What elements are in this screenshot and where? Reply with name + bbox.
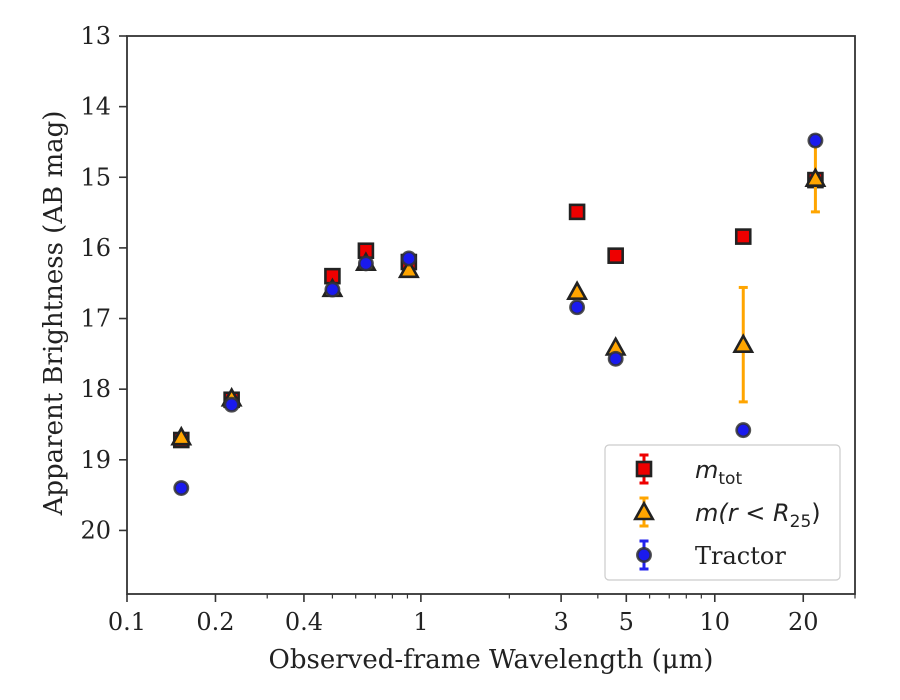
data-point (566, 280, 589, 300)
x-tick-label: 10 (700, 608, 731, 636)
y-tick-label: 17 (80, 305, 111, 333)
y-tick-label: 18 (80, 375, 111, 403)
y-tick-label: 19 (80, 446, 111, 474)
data-point (734, 228, 752, 245)
series-2 (173, 132, 824, 497)
x-tick-label: 0.1 (108, 608, 146, 636)
x-axis-label: Observed-frame Wavelength (μm) (269, 645, 714, 675)
data-point (568, 203, 586, 221)
series-1 (170, 143, 827, 446)
data-point (735, 422, 752, 439)
data-point (732, 333, 755, 353)
legend-item: mtot (635, 453, 742, 489)
x-tick-label: 0.2 (196, 608, 234, 636)
legend-item: Tractor (636, 539, 786, 571)
legend: mtot m(r < R25) Tractor (604, 444, 841, 581)
y-tick-label: 13 (80, 22, 111, 50)
data-point (324, 281, 341, 298)
data-point (223, 396, 240, 413)
plot-frame (126, 35, 856, 595)
x-tick-label: 5 (619, 608, 634, 636)
data-point (804, 167, 827, 187)
data-point (173, 480, 190, 497)
y-tick-label: 16 (80, 234, 111, 262)
data-point (607, 247, 624, 264)
data-point (400, 250, 417, 267)
data-point (569, 299, 586, 316)
y-tick-label: 14 (80, 93, 111, 121)
data-marks (170, 132, 827, 497)
legend-label: m(r < R25) (695, 499, 821, 532)
x-tick-label: 1 (413, 608, 428, 636)
data-point (807, 132, 824, 149)
legend-item: m(r < R25) (633, 496, 821, 532)
legend-label: mtot (695, 456, 742, 489)
x-tick-label: 20 (788, 608, 819, 636)
data-point (607, 350, 624, 367)
data-point (357, 255, 374, 272)
y-tick-label: 15 (80, 163, 111, 191)
legend-marker (633, 500, 655, 521)
x-tick-label: 3 (553, 608, 568, 636)
y-axis-label: Apparent Brightness (AB mag) (39, 111, 69, 517)
data-point (170, 425, 193, 446)
data-point (397, 258, 420, 279)
legend-marker (636, 547, 652, 563)
y-tick-label: 20 (80, 516, 111, 544)
x-tick-label: 0.4 (285, 608, 323, 636)
legend-box (604, 444, 841, 581)
series-0 (172, 171, 824, 449)
legend-marker (635, 460, 653, 478)
legend-label: Tractor (695, 542, 786, 570)
